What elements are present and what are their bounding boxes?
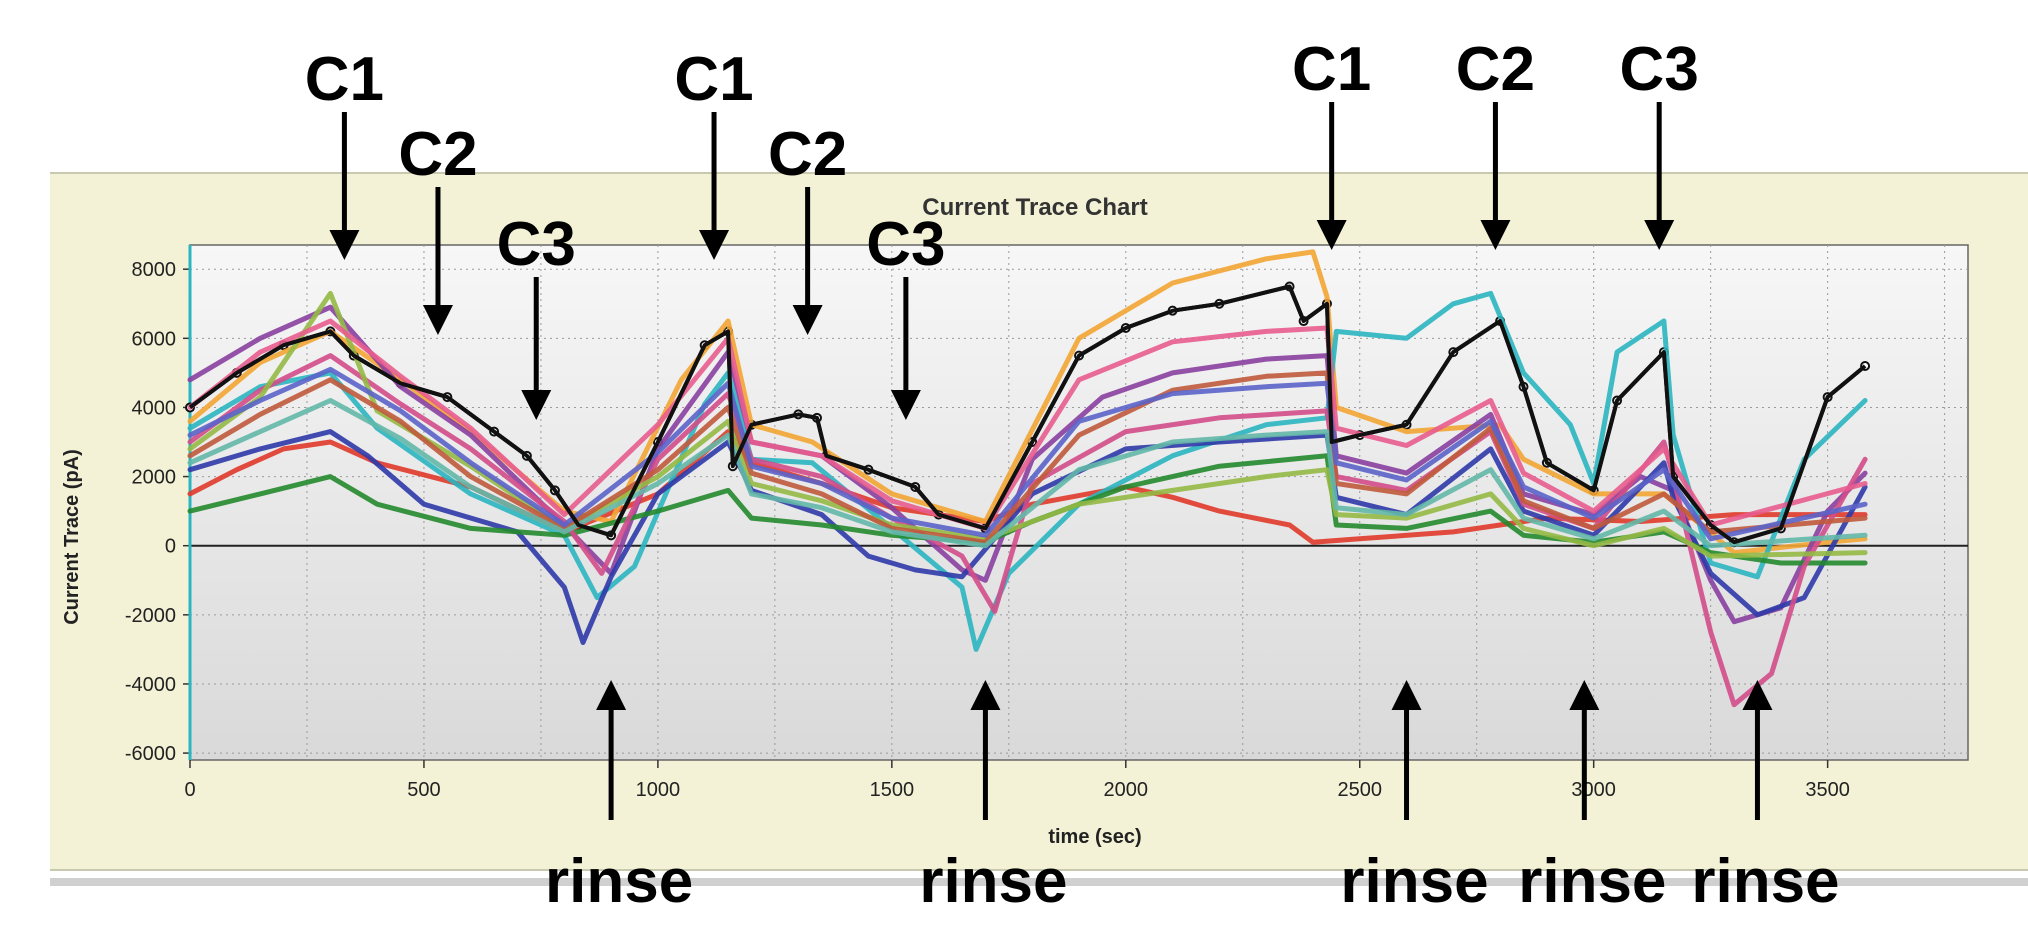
y-tick-label: -6000 xyxy=(125,743,176,765)
y-tick-label: 2000 xyxy=(132,467,177,489)
arrow-head-down xyxy=(329,230,360,260)
annotation-label: rinse xyxy=(1518,847,1666,916)
annotation-label: C1 xyxy=(1292,35,1371,104)
series-line-top xyxy=(188,284,1867,545)
series-line xyxy=(187,318,1868,531)
chart-title: Current Trace Chart xyxy=(922,194,1147,221)
arrow-head-down xyxy=(890,390,921,420)
bottom-shadow-bar xyxy=(50,878,2028,886)
annotation-label: C1 xyxy=(305,45,384,114)
x-tick-label: 3000 xyxy=(1571,779,1616,801)
y-tick-label: 0 xyxy=(165,536,176,558)
series-line xyxy=(187,370,1868,545)
series-line xyxy=(187,366,1868,542)
arrow-head-up xyxy=(596,680,627,710)
series-line xyxy=(187,290,1868,652)
annotation-label: rinse xyxy=(545,847,693,916)
arrow-head-down xyxy=(521,390,552,420)
annotation-label: rinse xyxy=(919,847,1067,916)
x-axis-label: time (sec) xyxy=(1048,826,1141,848)
y-axis-label: Current Trace (pA) xyxy=(61,449,83,625)
axis-ticks: -6000 -4000 -2000 0 2000 4000 6000 8000 0 500 1000… xyxy=(125,245,1850,801)
y-tick-label: 8000 xyxy=(132,259,177,281)
annotation-label: C2 xyxy=(1456,35,1535,104)
x-tick-label: 1000 xyxy=(636,779,681,801)
y-tick-label: -4000 xyxy=(125,674,176,696)
arrow-head-up xyxy=(1569,680,1600,710)
series-line xyxy=(187,398,1868,549)
y-tick-label: -2000 xyxy=(125,605,176,627)
x-tick-label: 2000 xyxy=(1104,779,1149,801)
annotation-label: C3 xyxy=(866,210,945,279)
annotation-label: rinse xyxy=(1340,847,1488,916)
arrow-head-down xyxy=(422,305,453,335)
x-tick-label: 3500 xyxy=(1805,779,1850,801)
data-series xyxy=(185,249,1871,708)
arrow-head-down xyxy=(1480,220,1511,250)
y-tick-label: 6000 xyxy=(132,328,177,350)
arrow-head-up xyxy=(1742,680,1773,710)
arrow-head-up xyxy=(970,680,1001,710)
x-tick-label: 1500 xyxy=(870,779,915,801)
arrow-head-down xyxy=(1644,220,1675,250)
x-tick-label: 500 xyxy=(407,779,440,801)
x-tick-label: 2500 xyxy=(1337,779,1382,801)
series-line xyxy=(187,353,1868,708)
arrow-head-up xyxy=(1391,680,1422,710)
annotation-label: rinse xyxy=(1691,847,1839,916)
annotation-label: C2 xyxy=(768,120,847,189)
annotation-label: C1 xyxy=(674,45,753,114)
annotation-label: C3 xyxy=(1620,35,1699,104)
arrow-head-down xyxy=(792,305,823,335)
annotation-label: C2 xyxy=(398,120,477,189)
annotation-label: C3 xyxy=(497,210,576,279)
x-tick-label: 0 xyxy=(184,779,195,801)
series-line xyxy=(187,290,1868,559)
y-tick-label: 4000 xyxy=(132,397,177,419)
arrow-head-down xyxy=(699,230,730,260)
arrow-head-down xyxy=(1316,220,1347,250)
